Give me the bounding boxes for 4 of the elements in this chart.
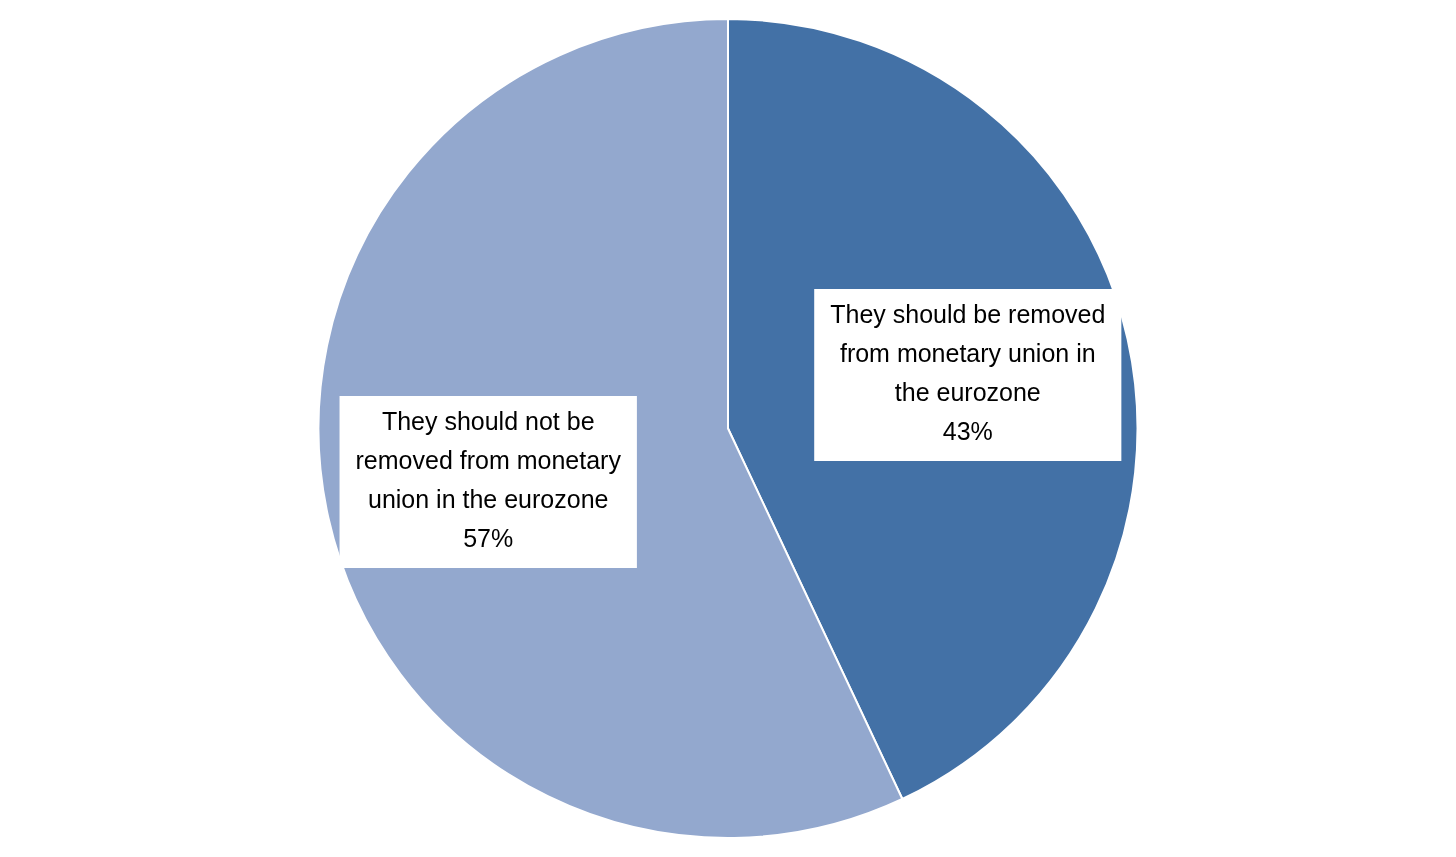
slice-label: They should not be removed from monetary union in the eurozone [355, 407, 622, 514]
slice-label: They should be removed from monetary union in the eurozone [830, 300, 1106, 407]
data-label: 57% [463, 524, 514, 553]
data-label: 43% [942, 417, 993, 446]
